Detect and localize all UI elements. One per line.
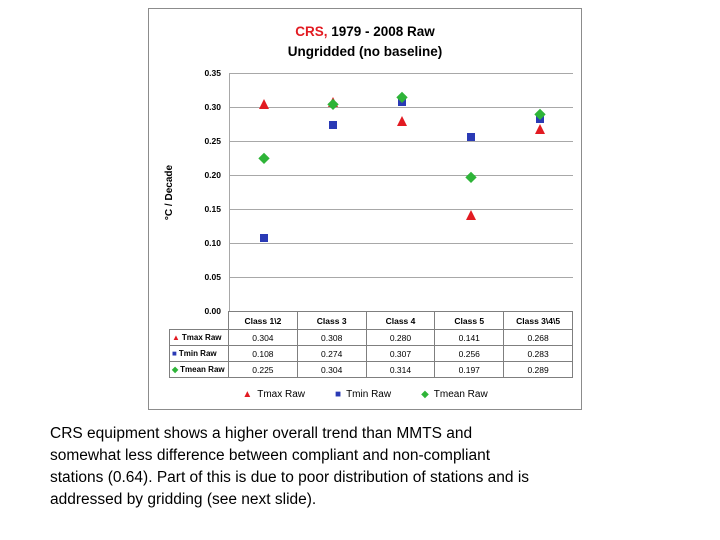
category-header: Class 4	[365, 311, 436, 330]
marker-tmin-raw	[260, 233, 269, 242]
grid-line	[230, 175, 573, 176]
y-tick-label: 0.30	[204, 102, 221, 112]
data-table: Class 1\2 Class 3 Class 4 Class 5 Class 3\4\…	[169, 311, 573, 378]
table-value: 0.274	[296, 345, 367, 362]
caption: CRS equipment shows a higher overall tre…	[50, 425, 530, 508]
table-value: 0.108	[228, 345, 298, 362]
square-icon: ■	[172, 349, 177, 358]
diamond-icon: ◆	[421, 389, 429, 400]
y-tick-label: 0.35	[204, 68, 221, 78]
legend-label: Tmin Raw	[346, 389, 392, 400]
chart-title-rest: 1979 - 2008 Raw	[327, 24, 435, 39]
marker-tmin-raw	[466, 132, 475, 141]
series-row-header: ■ Tmin Raw	[169, 345, 229, 362]
square-icon: ■	[335, 389, 342, 400]
plot-area	[229, 73, 573, 312]
table-corner	[170, 312, 229, 330]
series-label: Tmax Raw	[181, 333, 222, 342]
y-tick-label: 0.25	[204, 136, 221, 146]
y-axis-label-text: °C / Decade	[164, 164, 176, 220]
y-axis-label: °C / Decade	[161, 73, 179, 311]
marker-tmax-raw	[534, 123, 545, 134]
category-header: Class 1\2	[228, 311, 298, 330]
series-label: Tmean Raw	[180, 365, 225, 374]
grid-line	[230, 107, 573, 108]
series-label: Tmin Raw	[178, 349, 217, 358]
y-tick-label: 0.20	[204, 170, 221, 180]
series-row-header: ▲ Tmax Raw	[169, 329, 229, 346]
triangle-icon: ▲	[242, 389, 253, 400]
table-value: 0.280	[365, 329, 436, 346]
y-tick-label: 0.00	[204, 306, 221, 316]
triangle-icon: ▲	[172, 333, 180, 342]
category-header: Class 5	[434, 311, 505, 330]
marker-tmax-raw	[397, 115, 407, 126]
table-value: 0.304	[296, 361, 367, 378]
grid-line	[230, 277, 573, 278]
chart-title-block: CRS, 1979 - 2008 Raw Ungridded (no basel…	[149, 22, 581, 62]
marker-tmin-raw	[329, 120, 338, 129]
legend-item: ◆ Tmean Raw	[421, 389, 488, 400]
grid-line	[230, 243, 573, 244]
legend-item: ■ Tmin Raw	[335, 389, 391, 400]
table-row: ▲ Tmax Raw 0.304 0.308 0.280 0.141 0.268	[169, 329, 573, 346]
table-value: 0.268	[503, 329, 573, 346]
grid-line	[230, 209, 573, 210]
table-value: 0.256	[434, 345, 505, 362]
y-tick-label: 0.15	[204, 204, 221, 214]
table-value: 0.283	[503, 345, 573, 362]
table-row: ◆ Tmean Raw 0.225 0.304 0.314 0.197 0.289	[169, 361, 573, 378]
table-value: 0.304	[228, 329, 298, 346]
marker-tmax-raw	[465, 210, 476, 221]
marker-tmean-raw	[465, 171, 477, 183]
legend-label: Tmean Raw	[433, 389, 488, 400]
grid-line	[230, 141, 573, 142]
table-value: 0.197	[434, 361, 505, 378]
chart-container: CRS, 1979 - 2008 Raw Ungridded (no basel…	[148, 8, 582, 410]
marker-tmax-raw	[259, 99, 270, 110]
table-value: 0.141	[434, 329, 505, 346]
table-value: 0.225	[228, 361, 298, 378]
legend-label: Tmax Raw	[257, 389, 306, 400]
table-value: 0.307	[365, 345, 436, 362]
chart-subtitle: Ungridded (no baseline)	[287, 44, 443, 59]
table-value: 0.289	[503, 361, 573, 378]
grid-line	[230, 73, 573, 74]
y-tick-label: 0.05	[204, 272, 221, 282]
chart-title: CRS, 1979 - 2008 Raw	[149, 22, 581, 42]
table-row: ■ Tmin Raw 0.108 0.274 0.307 0.256 0.283	[169, 345, 573, 362]
category-header: Class 3	[296, 311, 367, 330]
marker-tmean-raw	[259, 152, 270, 164]
y-axis-ticks: 0.00 0.05 0.10 0.15 0.20 0.25 0.30 0.35	[181, 68, 223, 316]
table-value: 0.308	[296, 329, 367, 346]
chart-title-accent: CRS,	[295, 24, 328, 39]
y-tick-label: 0.10	[204, 238, 221, 248]
diamond-icon: ◆	[172, 365, 179, 374]
series-row-header: ◆ Tmean Raw	[169, 361, 229, 378]
category-header: Class 3\4\5	[503, 311, 573, 330]
chart-legend: ▲ Tmax Raw ■ Tmin Raw ◆ Tmean Raw	[149, 389, 581, 400]
table-value: 0.314	[365, 361, 436, 378]
legend-item: ▲ Tmax Raw	[242, 389, 305, 400]
